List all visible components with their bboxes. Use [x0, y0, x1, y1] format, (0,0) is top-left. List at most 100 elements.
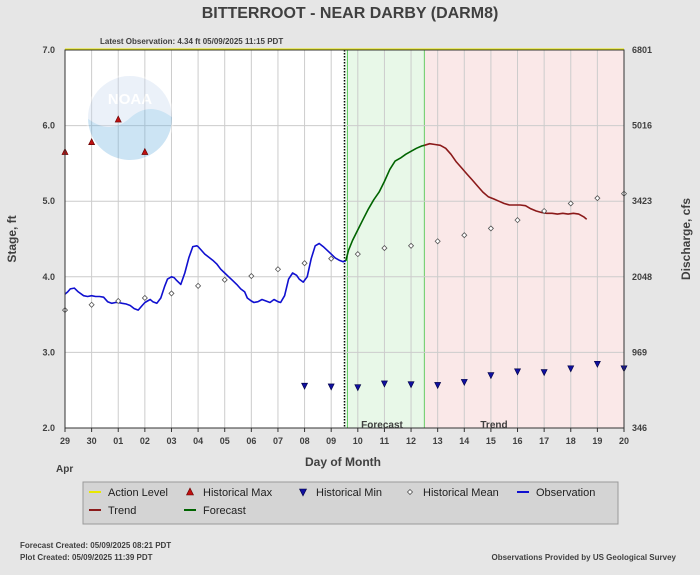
x-tick-label: 18	[566, 436, 576, 446]
y2-axis-label: Discharge, cfs	[679, 198, 693, 280]
legend-label-min: Historical Min	[316, 487, 382, 499]
legend-label-mean: Historical Mean	[423, 487, 499, 499]
month-label: Apr	[56, 464, 73, 475]
historical-mean-point	[221, 276, 228, 283]
legend-label-observation: Observation	[536, 487, 595, 499]
y2-tick-label: 2048	[632, 272, 652, 282]
historical-mean-point	[461, 232, 468, 239]
x-tick-label: 20	[619, 436, 629, 446]
historical-min-point	[460, 379, 468, 387]
y2-tick-label: 5016	[632, 121, 652, 131]
x-tick-label: 30	[87, 436, 97, 446]
historical-min-point	[380, 380, 388, 388]
historical-mean-point	[88, 301, 95, 308]
historical-max-point	[141, 147, 149, 155]
data-credit: Observations Provided by US Geological S…	[491, 553, 676, 562]
x-tick-label: 03	[166, 436, 176, 446]
axes: 29 30 01 02 03 04 05 06 07 08 09 10 11 12 13 14 15 16 17 18…	[42, 45, 652, 446]
x-tick-label: 11	[380, 436, 390, 446]
historical-mean-point	[381, 245, 388, 252]
x-axis-label: Day of Month	[305, 455, 381, 469]
plot-frame	[64, 49, 625, 429]
historical-mean-point	[354, 251, 361, 258]
series-markers	[61, 115, 628, 392]
historical-min-point	[407, 381, 415, 389]
x-tick-label: 02	[140, 436, 150, 446]
historical-mean-point	[274, 266, 282, 273]
legend-label-forecast: Forecast	[203, 505, 246, 517]
x-tick-label: 01	[113, 436, 123, 446]
series-line-forecast	[345, 144, 425, 262]
plot-created: Plot Created: 05/09/2025 11:39 PDT	[20, 553, 153, 562]
series-line-trend	[424, 142, 588, 220]
y-tick-label: 2.0	[42, 423, 55, 433]
historical-mean-point	[328, 255, 335, 262]
noaa-logo-text: NOAA	[108, 91, 152, 108]
historical-min-point	[514, 368, 522, 376]
historical-max-point	[114, 115, 122, 123]
legend: Action Level Historical Max Historical Min…	[82, 481, 619, 525]
y-axis-label: Stage, ft	[5, 215, 19, 262]
x-tick-label: 06	[246, 436, 256, 446]
y2-tick-label: 346	[632, 423, 647, 433]
historical-mean-point	[248, 272, 255, 280]
y-tick-label: 7.0	[42, 45, 55, 55]
legend-label-max: Historical Max	[203, 487, 273, 499]
x-tick-label: 15	[486, 436, 496, 446]
historical-max-point	[88, 138, 96, 146]
historical-mean-point	[168, 290, 175, 297]
noaa-logo: NOAA	[86, 74, 174, 162]
y2-tick-label: 969	[632, 347, 647, 357]
historical-mean-point	[567, 200, 574, 207]
x-tick-label: 04	[193, 436, 203, 446]
y-tick-label: 3.0	[42, 347, 55, 357]
legend-label-trend: Trend	[108, 505, 136, 517]
historical-min-point	[301, 382, 309, 390]
historical-min-point	[487, 372, 495, 380]
x-tick-label: 16	[513, 436, 523, 446]
historical-mean-point	[195, 282, 202, 289]
legend-box	[82, 481, 619, 525]
y2-tick-label: 6801	[632, 45, 652, 55]
trend-region-label: Trend	[480, 420, 507, 431]
x-tick-label: 08	[300, 436, 310, 446]
legend-swatch-mean	[406, 488, 414, 496]
historical-min-point	[540, 369, 548, 377]
x-tick-label: 13	[433, 436, 443, 446]
historical-min-point	[327, 383, 335, 391]
y-tick-label: 6.0	[42, 121, 55, 131]
historical-mean-point	[434, 238, 441, 245]
y-tick-label: 5.0	[42, 196, 55, 206]
x-tick-label: 10	[353, 436, 363, 446]
x-tick-label: 17	[539, 436, 549, 446]
historical-min-point	[593, 360, 601, 368]
plot-border	[64, 49, 625, 429]
historical-mean-point	[407, 242, 415, 249]
historical-mean-point	[301, 260, 308, 267]
historical-mean-point	[115, 297, 122, 305]
x-tick-label: 19	[592, 436, 602, 446]
forecast-region-label: Forecast	[361, 420, 403, 431]
forecast-created: Forecast Created: 05/09/2025 08:21 PDT	[20, 541, 171, 550]
legend-swatch-max	[186, 487, 194, 496]
trend-band	[424, 50, 624, 428]
chart-title: BITTERROOT - NEAR DARBY (DARM8)	[202, 5, 499, 22]
latest-observation: Latest Observation: 4.34 ft 05/09/2025 1…	[100, 37, 283, 46]
x-tick-label: 09	[326, 436, 336, 446]
historical-min-point	[434, 382, 442, 390]
x-tick-label: 07	[273, 436, 283, 446]
x-tick-label: 12	[406, 436, 416, 446]
historical-mean-point	[594, 195, 601, 202]
historical-mean-point	[487, 225, 494, 232]
y2-tick-label: 3423	[632, 196, 652, 206]
legend-label-action: Action Level	[108, 487, 168, 499]
forecast-trend-bands	[344, 50, 624, 428]
historical-min-point	[354, 384, 362, 392]
historical-mean-point	[514, 217, 521, 224]
legend-swatch-min	[299, 488, 307, 497]
x-tick-label: 14	[459, 436, 469, 446]
historical-min-point	[567, 365, 575, 373]
y-tick-label: 4.0	[42, 272, 55, 282]
